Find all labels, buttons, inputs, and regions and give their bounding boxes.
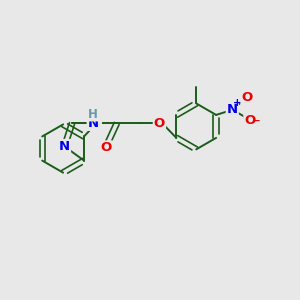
Text: N: N: [227, 103, 238, 116]
Text: −: −: [252, 116, 261, 126]
Text: O: O: [154, 117, 165, 130]
Text: O: O: [242, 91, 253, 104]
Text: +: +: [233, 98, 242, 108]
Text: N: N: [59, 140, 70, 153]
Text: H: H: [88, 107, 98, 121]
Text: O: O: [244, 114, 256, 127]
Text: S: S: [91, 117, 101, 130]
Text: N: N: [88, 117, 99, 130]
Text: O: O: [101, 141, 112, 154]
